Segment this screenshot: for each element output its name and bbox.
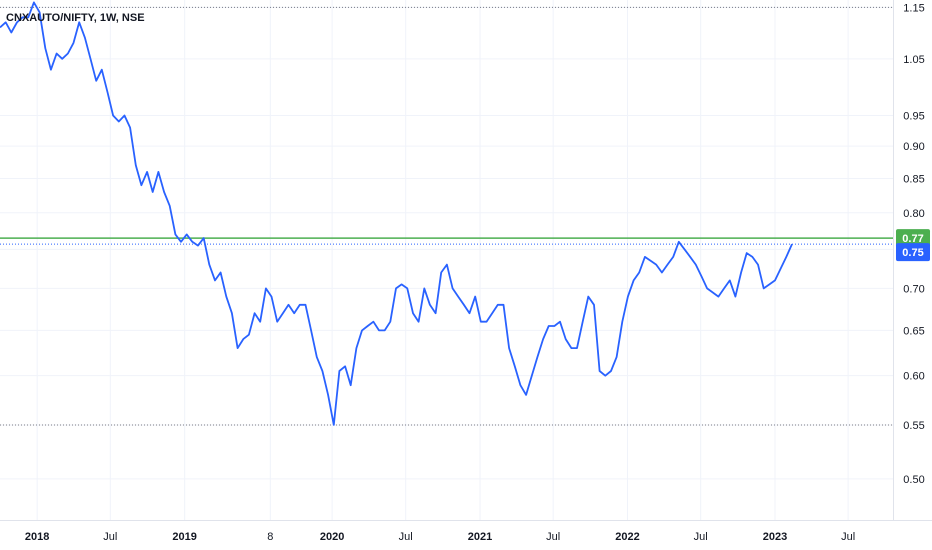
- last-value-badge: [896, 243, 930, 262]
- y-tick-label: 0.95: [903, 111, 924, 123]
- price-badges: 0.77 0.75: [896, 229, 930, 262]
- last-value-badge-label: 0.75: [902, 247, 923, 259]
- x-tick-label: 2019: [172, 531, 196, 543]
- price-axis[interactable]: 1.15 1.05 0.95 0.90 0.85 0.80 0.75 0.70 0.65 0.60…: [903, 2, 924, 486]
- x-tick-label: Jul: [103, 531, 117, 543]
- x-tick-label: 2018: [25, 531, 49, 543]
- y-tick-label: 0.70: [903, 283, 924, 295]
- horizontal-line-badge-label: 0.77: [902, 233, 923, 245]
- y-tick-label: 0.55: [903, 420, 924, 432]
- y-tick-label: 0.80: [903, 208, 924, 220]
- series-line: [0, 1, 793, 426]
- dotted-levels: [0, 6, 893, 426]
- chart-title: CNXAUTO/NIFTY, 1W, NSE: [6, 12, 145, 24]
- grid: [0, 0, 893, 520]
- x-tick-label: Jul: [399, 531, 413, 543]
- x-tick-label: 2020: [320, 531, 344, 543]
- y-tick-label: 1.15: [903, 2, 924, 14]
- series-layer: [0, 1, 793, 426]
- y-tick-label: 0.90: [903, 141, 924, 153]
- horizontal-line-badge: [896, 229, 930, 248]
- x-tick-label: 2021: [468, 531, 492, 543]
- x-tick-label: Jul: [694, 531, 708, 543]
- time-axis[interactable]: 2018 Jul 2019 8 2020 Jul 2021 Jul 2022 Jul 2023 Jul: [25, 531, 855, 543]
- y-tick-label: 0.85: [903, 173, 924, 185]
- x-tick-label: Jul: [546, 531, 560, 543]
- x-tick-label: 2023: [763, 531, 787, 543]
- y-tick-label: 0.65: [903, 325, 924, 337]
- y-tick-label: 0.60: [903, 371, 924, 383]
- y-tick-label: 1.05: [903, 54, 924, 66]
- x-tick-label: 8: [267, 531, 273, 543]
- y-tick-label: 0.50: [903, 474, 924, 486]
- x-tick-label: Jul: [841, 531, 855, 543]
- x-tick-label: 2022: [615, 531, 639, 543]
